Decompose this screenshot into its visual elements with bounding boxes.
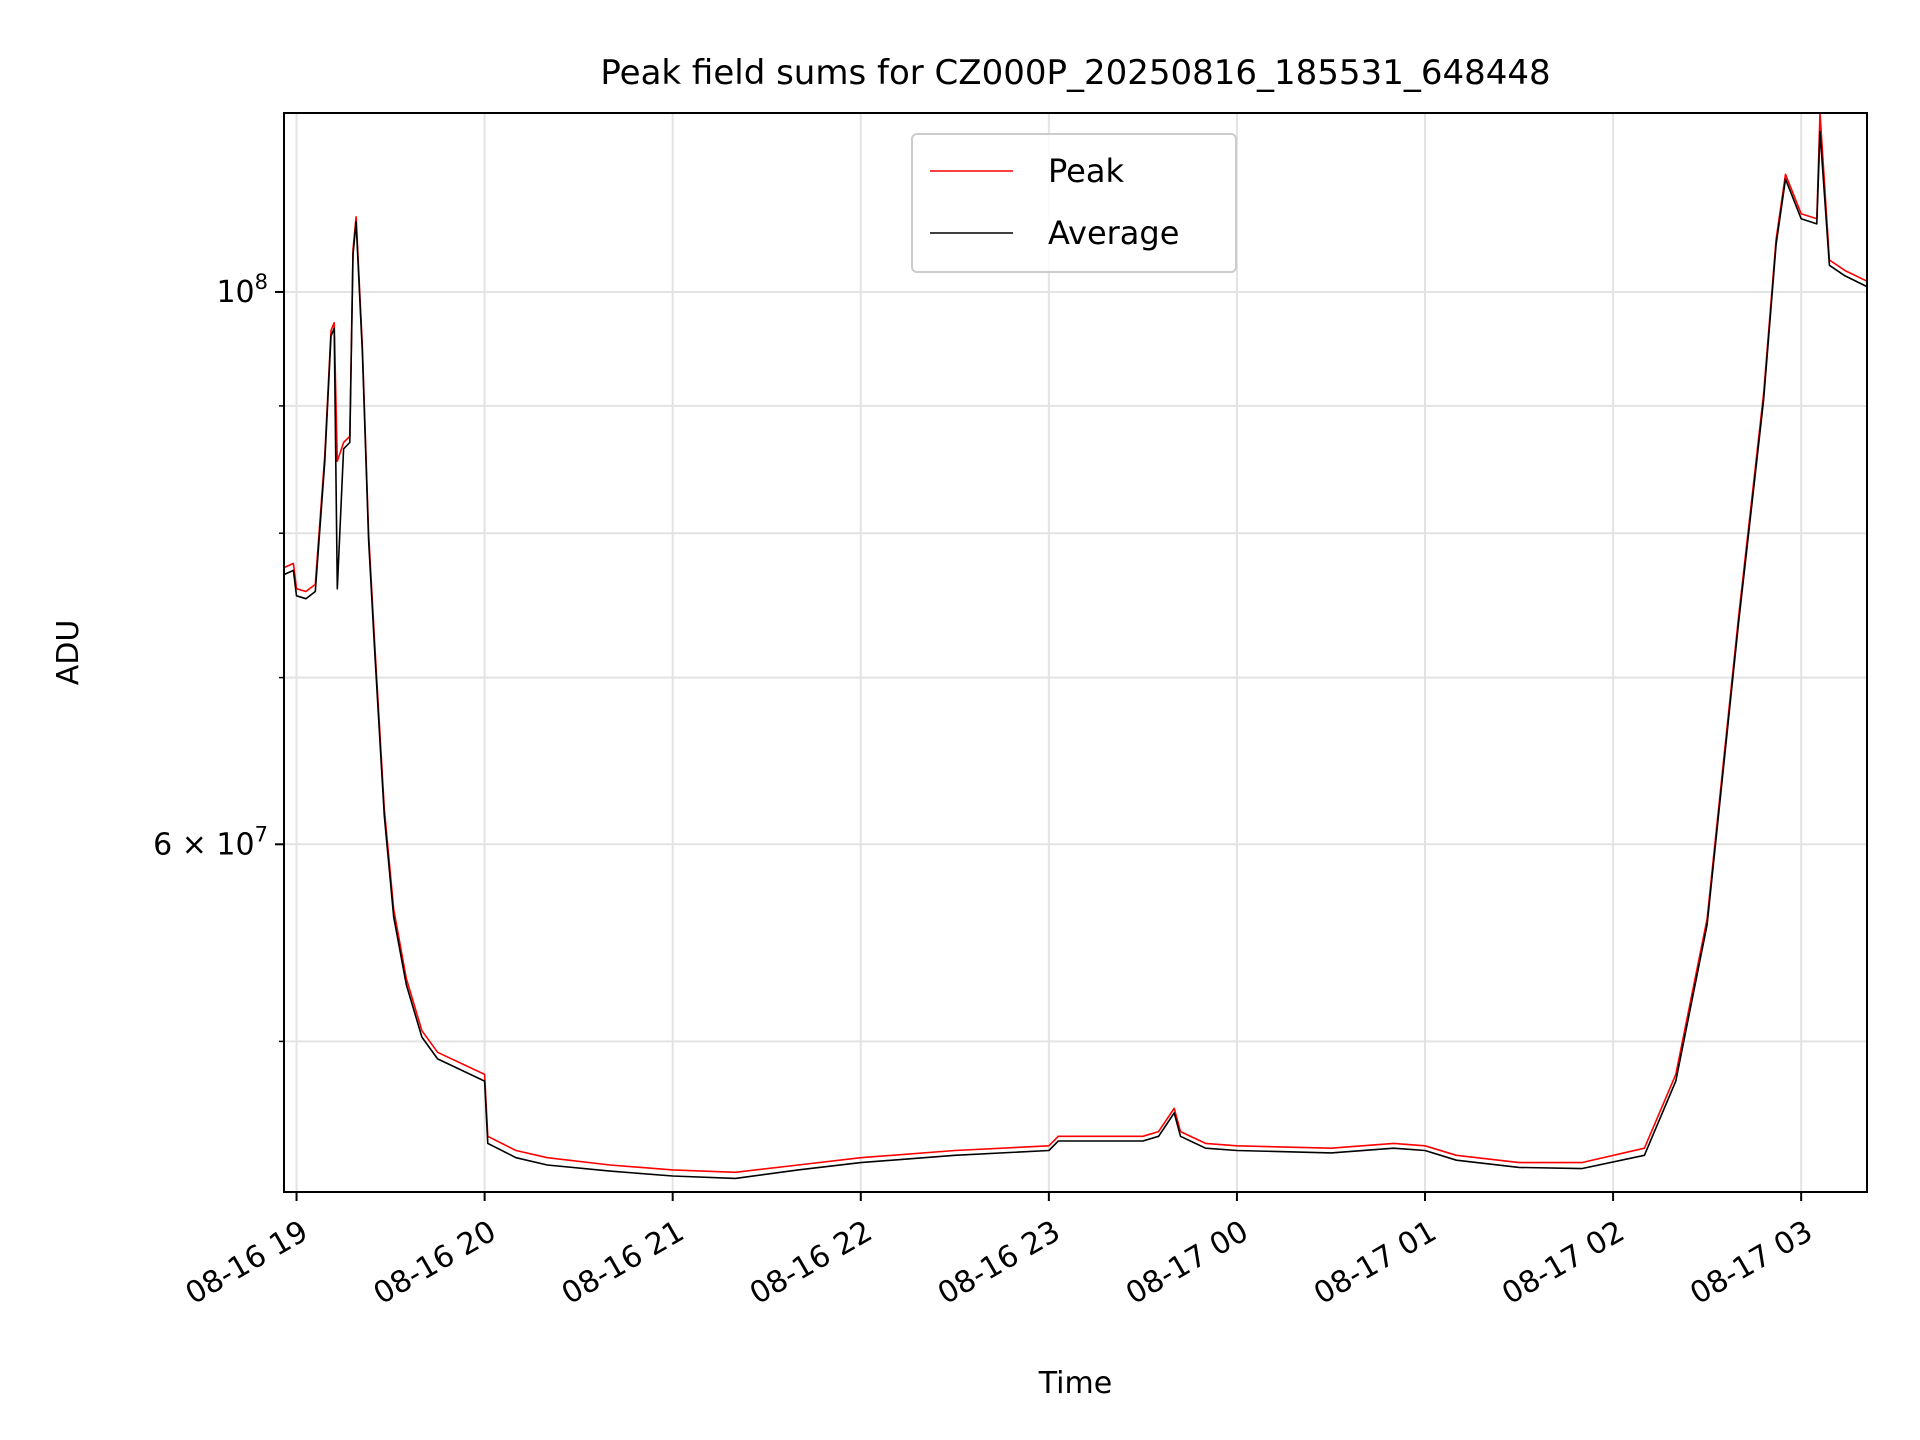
series-group	[283, 112, 1868, 1180]
y-tick-label: 6 × 107	[153, 822, 268, 862]
series-line-average	[283, 130, 1868, 1180]
legend: Peak Average	[911, 133, 1237, 273]
x-axis-label: Time	[1038, 1366, 1112, 1401]
legend-box	[911, 133, 1237, 273]
y-tick-label: 108	[216, 270, 268, 310]
grid	[284, 113, 1867, 1192]
legend-label-peak: Peak	[1048, 152, 1124, 190]
y-axis-label: ADU	[51, 620, 86, 686]
chart-title: Peak field sums for CZ000P_20250816_1855…	[600, 53, 1550, 93]
legend-label-average: Average	[1048, 214, 1179, 252]
plot-frame	[283, 112, 1868, 1193]
